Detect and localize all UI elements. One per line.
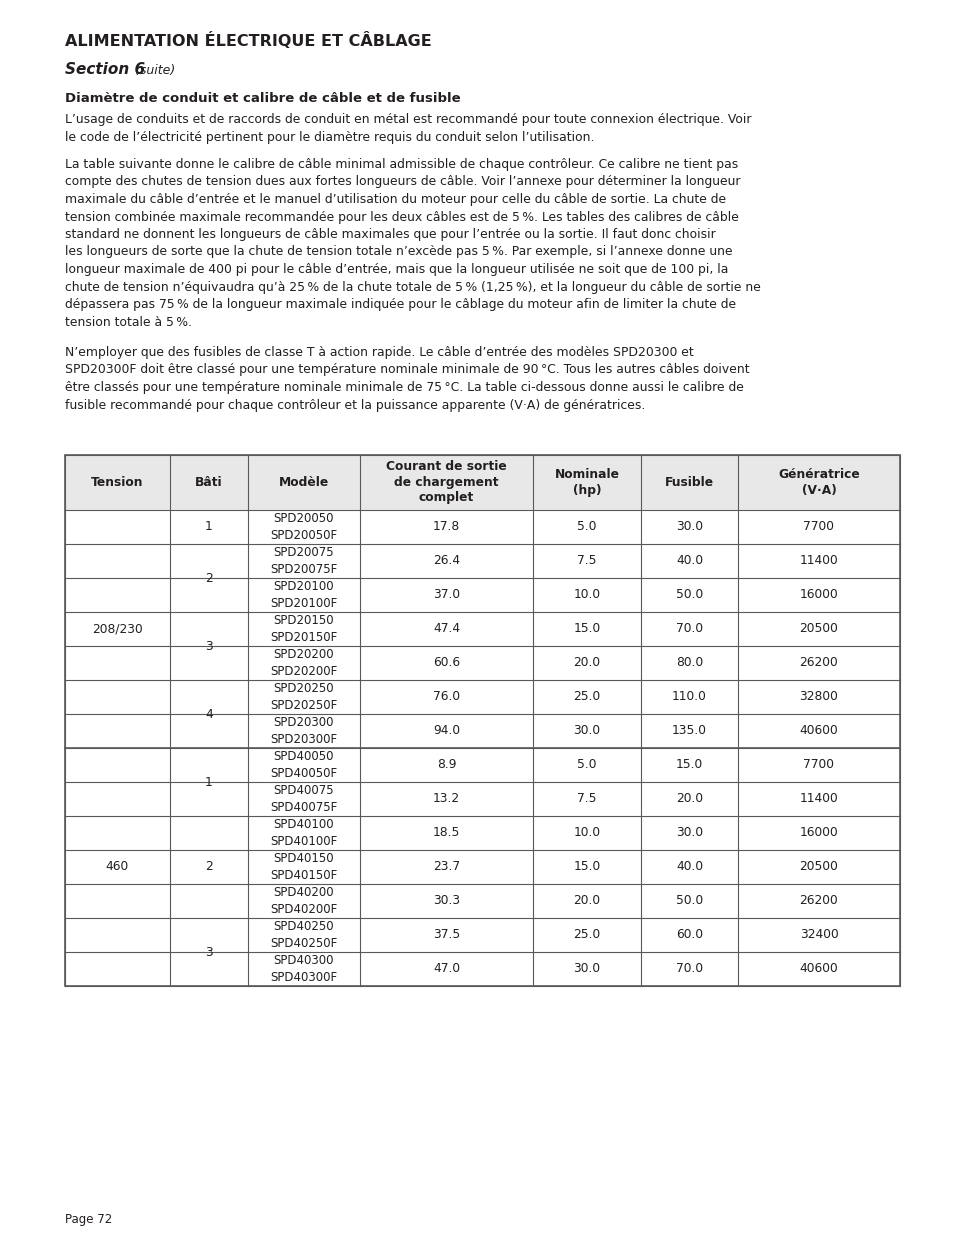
Text: 208/230: 208/230 — [92, 622, 143, 636]
Text: 7700: 7700 — [802, 520, 834, 534]
Text: SPD20300
SPD20300F: SPD20300 SPD20300F — [270, 716, 337, 746]
Text: 18.5: 18.5 — [433, 826, 459, 840]
Text: 15.0: 15.0 — [573, 861, 600, 873]
Text: 10.0: 10.0 — [573, 589, 600, 601]
Text: SPD40250
SPD40250F: SPD40250 SPD40250F — [270, 920, 337, 950]
Text: 2: 2 — [205, 572, 213, 584]
Text: Fusible: Fusible — [664, 475, 713, 489]
Text: 20500: 20500 — [799, 861, 838, 873]
Bar — [65, 454, 899, 510]
Text: SPD20075
SPD20075F: SPD20075 SPD20075F — [270, 546, 337, 577]
Text: SPD40200
SPD40200F: SPD40200 SPD40200F — [270, 885, 337, 916]
Text: 26200: 26200 — [799, 657, 838, 669]
Text: 30.0: 30.0 — [676, 826, 702, 840]
Text: 30.0: 30.0 — [573, 962, 600, 976]
Text: SPD40300
SPD40300F: SPD40300 SPD40300F — [270, 953, 337, 984]
Text: 26200: 26200 — [799, 894, 838, 908]
Text: 60.0: 60.0 — [676, 929, 702, 941]
Text: Bâti: Bâti — [195, 475, 223, 489]
Text: 47.0: 47.0 — [433, 962, 459, 976]
Text: 76.0: 76.0 — [433, 690, 459, 704]
Text: Page 72: Page 72 — [65, 1213, 112, 1226]
Text: 460: 460 — [106, 861, 129, 873]
Bar — [65, 454, 899, 986]
Text: 5.0: 5.0 — [577, 758, 597, 772]
Text: SPD20250
SPD20250F: SPD20250 SPD20250F — [270, 682, 337, 713]
Text: 110.0: 110.0 — [671, 690, 706, 704]
Text: 20.0: 20.0 — [573, 894, 600, 908]
Text: 30.0: 30.0 — [573, 725, 600, 737]
Text: 7.5: 7.5 — [577, 555, 597, 568]
Text: 20.0: 20.0 — [573, 657, 600, 669]
Text: SPD40150
SPD40150F: SPD40150 SPD40150F — [270, 852, 337, 882]
Text: 70.0: 70.0 — [676, 622, 702, 636]
Text: 23.7: 23.7 — [433, 861, 459, 873]
Text: 40.0: 40.0 — [676, 555, 702, 568]
Text: 50.0: 50.0 — [675, 894, 702, 908]
Text: 30.3: 30.3 — [433, 894, 459, 908]
Text: 16000: 16000 — [799, 826, 838, 840]
Text: 20.0: 20.0 — [676, 793, 702, 805]
Text: Modèle: Modèle — [278, 475, 329, 489]
Text: 1: 1 — [205, 776, 213, 788]
Text: 3: 3 — [205, 946, 213, 958]
Text: Section 6: Section 6 — [65, 62, 145, 77]
Text: 1: 1 — [205, 520, 213, 534]
Text: ALIMENTATION ÉLECTRIQUE ET CÂBLAGE: ALIMENTATION ÉLECTRIQUE ET CÂBLAGE — [65, 32, 432, 49]
Text: 15.0: 15.0 — [573, 622, 600, 636]
Text: 17.8: 17.8 — [433, 520, 459, 534]
Text: 10.0: 10.0 — [573, 826, 600, 840]
Text: 11400: 11400 — [799, 555, 838, 568]
Text: 11400: 11400 — [799, 793, 838, 805]
Text: 40.0: 40.0 — [676, 861, 702, 873]
Text: 37.0: 37.0 — [433, 589, 459, 601]
Text: 13.2: 13.2 — [433, 793, 459, 805]
Text: 16000: 16000 — [799, 589, 838, 601]
Text: 8.9: 8.9 — [436, 758, 456, 772]
Text: 80.0: 80.0 — [675, 657, 702, 669]
Text: Nominale
(hp): Nominale (hp) — [554, 468, 618, 496]
Text: (suite): (suite) — [131, 64, 175, 77]
Text: 7.5: 7.5 — [577, 793, 597, 805]
Text: 25.0: 25.0 — [573, 929, 600, 941]
Text: 4: 4 — [205, 708, 213, 720]
Text: 40600: 40600 — [799, 962, 838, 976]
Text: 37.5: 37.5 — [433, 929, 459, 941]
Text: 2: 2 — [205, 861, 213, 873]
Text: 47.4: 47.4 — [433, 622, 459, 636]
Text: 25.0: 25.0 — [573, 690, 600, 704]
Text: N’employer que des fusibles de classe T à action rapide. Le câble d’entrée des m: N’employer que des fusibles de classe T … — [65, 346, 749, 411]
Text: Courant de sortie
de chargement
complet: Courant de sortie de chargement complet — [386, 461, 506, 505]
Text: 15.0: 15.0 — [675, 758, 702, 772]
Text: 30.0: 30.0 — [676, 520, 702, 534]
Text: Diamètre de conduit et calibre de câble et de fusible: Diamètre de conduit et calibre de câble … — [65, 91, 460, 105]
Text: SPD40075
SPD40075F: SPD40075 SPD40075F — [270, 784, 337, 814]
Text: 32400: 32400 — [799, 929, 838, 941]
Text: 26.4: 26.4 — [433, 555, 459, 568]
Text: 40600: 40600 — [799, 725, 838, 737]
Text: SPD20200
SPD20200F: SPD20200 SPD20200F — [270, 647, 337, 678]
Text: SPD40050
SPD40050F: SPD40050 SPD40050F — [270, 750, 337, 781]
Text: SPD20100
SPD20100F: SPD20100 SPD20100F — [270, 579, 337, 610]
Text: 135.0: 135.0 — [671, 725, 706, 737]
Text: 94.0: 94.0 — [433, 725, 459, 737]
Text: SPD20050
SPD20050F: SPD20050 SPD20050F — [270, 511, 337, 542]
Text: 5.0: 5.0 — [577, 520, 597, 534]
Text: SPD40100
SPD40100F: SPD40100 SPD40100F — [270, 818, 337, 848]
Text: La table suivante donne le calibre de câble minimal admissible de chaque contrôl: La table suivante donne le calibre de câ… — [65, 158, 760, 329]
Text: 70.0: 70.0 — [676, 962, 702, 976]
Text: SPD20150
SPD20150F: SPD20150 SPD20150F — [270, 614, 337, 645]
Text: 3: 3 — [205, 640, 213, 652]
Text: 7700: 7700 — [802, 758, 834, 772]
Text: 50.0: 50.0 — [675, 589, 702, 601]
Text: L’usage de conduits et de raccords de conduit en métal est recommandé pour toute: L’usage de conduits et de raccords de co… — [65, 112, 751, 143]
Text: Tension: Tension — [91, 475, 144, 489]
Text: Génératrice
(V·A): Génératrice (V·A) — [778, 468, 859, 496]
Text: 20500: 20500 — [799, 622, 838, 636]
Text: 32800: 32800 — [799, 690, 838, 704]
Text: 60.6: 60.6 — [433, 657, 459, 669]
